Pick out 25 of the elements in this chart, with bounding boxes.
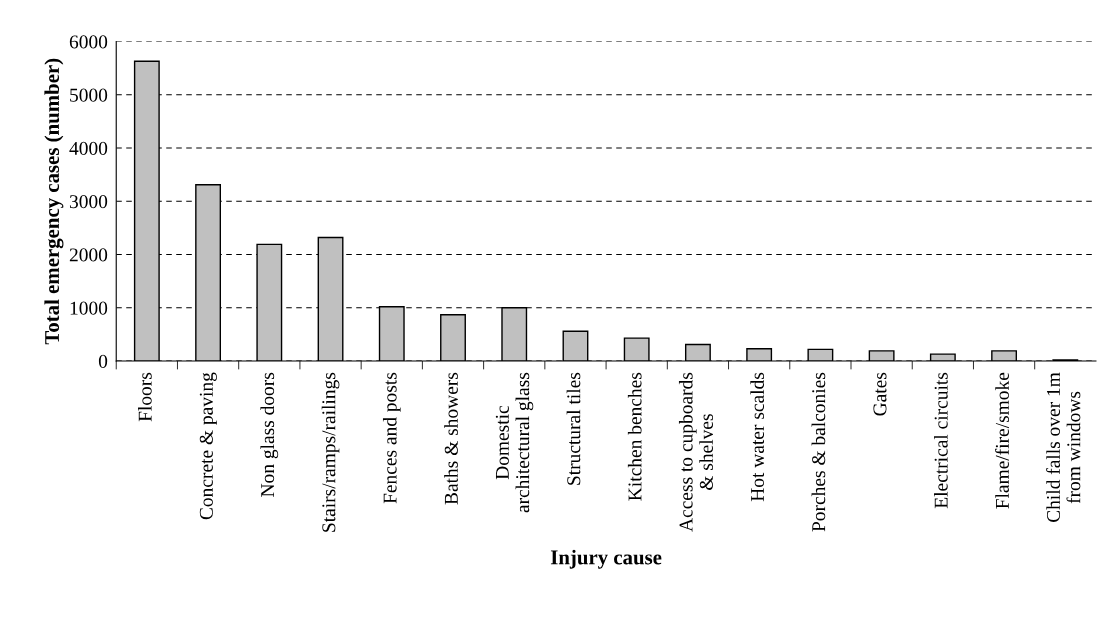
- x-tick-label: Access to cupboards & shelves: [678, 372, 713, 532]
- x-tick-label: Non glass doors: [260, 372, 279, 497]
- x-tick-label: Porches & balconies: [811, 372, 826, 532]
- x-tick-label: Hot water scalds: [750, 372, 765, 502]
- y-tick-label: 2000: [69, 248, 108, 262]
- y-tick-label: 3000: [69, 195, 108, 209]
- x-tick-label: Concrete & paving: [199, 372, 217, 520]
- x-tick-label: Baths & showers: [444, 372, 458, 505]
- y-tick-label: 4000: [69, 141, 108, 155]
- x-tick-label: Domestic architectural glass: [495, 372, 534, 513]
- x-tick-label: Structural tiles: [566, 372, 581, 485]
- x-tick-label: Kitchen benches: [627, 372, 642, 501]
- y-tick-label: 1000: [70, 301, 108, 315]
- x-tick-label: Flame/fire/smoke: [995, 372, 1009, 509]
- x-axis-title: Injury cause: [550, 549, 662, 569]
- y-tick-label: 0: [98, 354, 108, 368]
- x-tick-label: Child falls over 1m from windows: [1046, 372, 1081, 523]
- x-tick-label: Floors: [138, 372, 152, 422]
- x-tick-label: Fences and posts: [382, 372, 401, 504]
- y-tick-label: 6000: [69, 35, 108, 49]
- x-tick-label: Stairs/ramps/railings: [321, 372, 340, 532]
- y-axis-title: Total emergency cases (number): [44, 58, 64, 345]
- x-tick-label: Gates: [873, 372, 887, 416]
- x-tick-label: Electrical circuits: [934, 372, 948, 509]
- y-tick-label: 5000: [70, 88, 108, 102]
